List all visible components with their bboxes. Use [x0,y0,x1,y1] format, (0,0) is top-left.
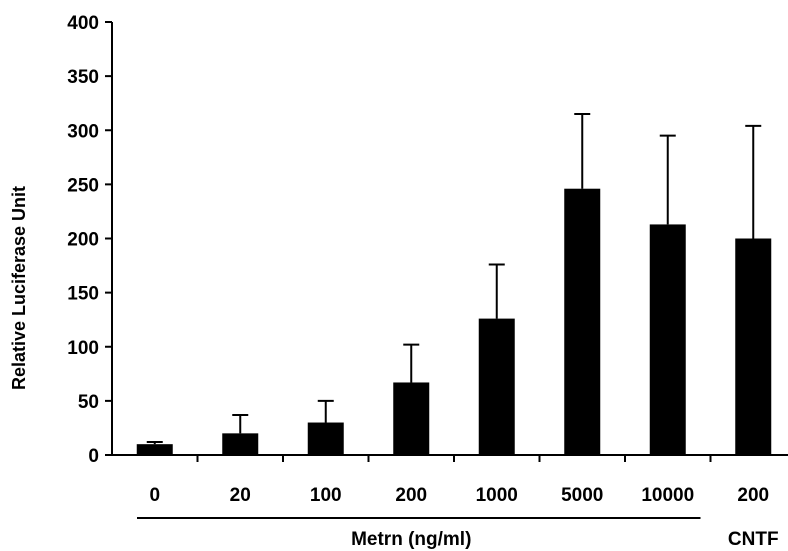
x-tick-label: 5000 [561,485,603,506]
y-tick-label: 250 [67,175,99,196]
y-tick-label: 0 [88,446,99,467]
bar [307,422,344,455]
group-label: Metrn (ng/ml) [351,529,471,550]
y-tick-label: 300 [67,121,99,142]
x-tick-label: 200 [395,485,427,506]
y-tick-label: 150 [67,284,99,305]
y-axis-label: Relative Luciferase Unit [9,186,29,390]
x-tick-label: 100 [310,485,342,506]
y-tick-label: 400 [67,13,99,34]
bar [222,433,259,455]
bar [393,382,430,455]
y-tick-label: 350 [67,67,99,88]
group-label: CNTF [728,529,779,550]
bar [735,238,772,455]
y-tick-label: 100 [67,338,99,359]
plot-area: 0 50 100 150 200 250 300 350 400 0 20 100 200 1000 500… [67,13,788,550]
bar [478,318,515,455]
x-tick-label: 200 [737,485,769,506]
x-tick-label: 0 [149,485,160,506]
y-tick-label: 50 [78,392,99,413]
bar [136,444,173,455]
x-tick-label: 10000 [641,485,694,506]
x-tick-label: 1000 [476,485,518,506]
bar [649,224,686,455]
x-tick-label: 20 [230,485,251,506]
bar [564,188,601,455]
y-tick-label: 200 [67,230,99,251]
